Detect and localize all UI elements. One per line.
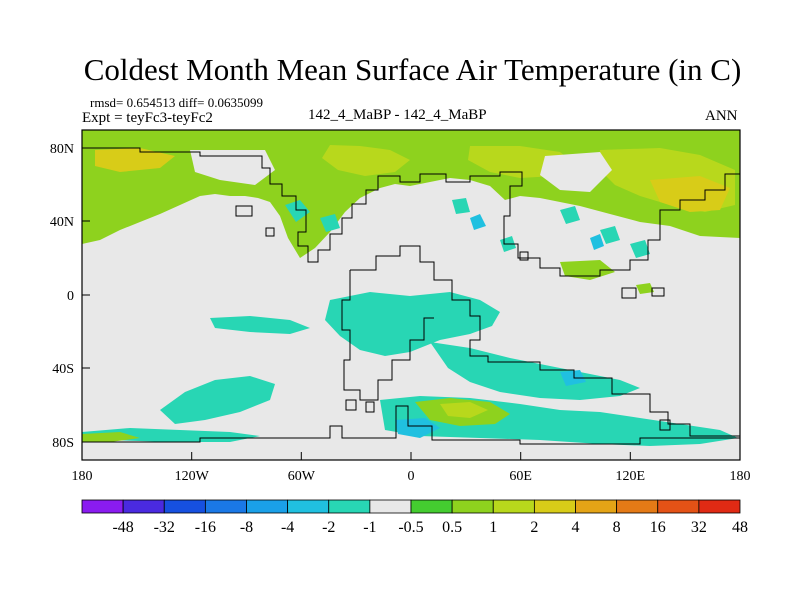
colorbar-swatch — [492, 499, 535, 514]
neutral-region — [540, 152, 612, 192]
colorbar-label: -48 — [112, 519, 133, 536]
colorbar-swatch — [81, 499, 124, 514]
y-axis-labels: 80N 40N 0 40S 80S — [50, 142, 74, 451]
continent-outlines — [82, 147, 740, 445]
colorbar-label: 2 — [530, 519, 538, 536]
colorbar-swatch — [287, 499, 330, 514]
negative-anomaly-region — [285, 198, 650, 258]
positive-anomaly-region — [95, 148, 175, 172]
x-tick-label: 120W — [175, 469, 210, 484]
y-tick-label: 80N — [50, 142, 74, 157]
colorbar-label: -0.5 — [398, 519, 423, 536]
colorbar-label: 8 — [613, 519, 621, 536]
colorbar-label: -8 — [240, 519, 253, 536]
colorbar-swatch — [369, 499, 412, 514]
y-tick-label: 40S — [52, 362, 74, 377]
colorbar-label: 32 — [691, 519, 707, 536]
positive-anomaly-region — [82, 432, 140, 442]
x-axis-labels: 180 120W 60W 0 60E 120E 180 — [72, 469, 751, 484]
colorbar-swatch — [533, 499, 576, 514]
colorbar-label: -1 — [363, 519, 376, 536]
colorbar-swatch — [328, 499, 371, 514]
colorbar-swatch — [698, 499, 741, 514]
colorbar-swatch — [657, 499, 700, 514]
y-tick-label: 40N — [50, 215, 74, 230]
colorbar-label: -32 — [154, 519, 175, 536]
positive-anomaly-region — [440, 402, 488, 418]
colorbar: -48 -32 -16 -8 -4 -2 -1 -0.5 0.5 1 2 4 8 16 32 48 — [81, 499, 748, 536]
island-outline — [235, 205, 671, 431]
negative-anomaly-region — [210, 316, 310, 334]
experiment-label: Expt = teyFc3-teyFc2 — [82, 110, 213, 126]
x-tick-label: 0 — [408, 469, 415, 484]
x-tick-label: 180 — [730, 469, 751, 484]
south-continent-outline — [350, 245, 740, 437]
y-tick-label: 0 — [67, 289, 74, 304]
x-tick-label: 60E — [509, 469, 532, 484]
positive-anomaly-region — [650, 176, 730, 212]
colorbar-swatch — [246, 499, 289, 514]
north-continent-outline — [82, 147, 740, 277]
negative-anomaly-region — [160, 376, 275, 424]
south-continent-outline — [341, 270, 434, 401]
map-title: Coldest Month Mean Surface Air Temperatu… — [83, 52, 742, 87]
negative-anomaly-region — [325, 292, 500, 356]
colorbar-swatch — [122, 499, 165, 514]
colorbar-swatch — [204, 499, 247, 514]
negative-anomaly-region — [395, 370, 586, 438]
rmsd-stats: rmsd= 0.654513 diff= 0.0635099 — [90, 95, 263, 110]
y-tick-label: 80S — [52, 436, 74, 451]
season-label: ANN — [705, 108, 738, 124]
x-tick-label: 180 — [72, 469, 93, 484]
colorbar-swatch — [163, 499, 206, 514]
colorbar-label: -2 — [322, 519, 335, 536]
colorbar-swatch — [451, 499, 494, 514]
colorbar-label: 0.5 — [442, 519, 462, 536]
positive-anomaly-region — [322, 145, 410, 176]
neutral-region — [190, 150, 275, 185]
colorbar-label: 1 — [489, 519, 497, 536]
colorbar-swatch — [616, 499, 659, 514]
colorbar-label: -4 — [281, 519, 294, 536]
x-tick-label: 60W — [288, 469, 316, 484]
x-tick-label: 120E — [616, 469, 646, 484]
colorbar-label: 16 — [650, 519, 666, 536]
period-label: 142_4_MaBP - 142_4_MaBP — [308, 107, 487, 123]
axis-ticks — [81, 147, 741, 460]
colorbar-swatch — [575, 499, 618, 514]
positive-anomaly-region — [560, 260, 654, 294]
antarctic-outline — [82, 405, 740, 445]
colorbar-swatch — [410, 499, 453, 514]
colorbar-label: 4 — [572, 519, 580, 536]
colorbar-label: -16 — [195, 519, 216, 536]
colorbar-label: 48 — [732, 519, 748, 536]
